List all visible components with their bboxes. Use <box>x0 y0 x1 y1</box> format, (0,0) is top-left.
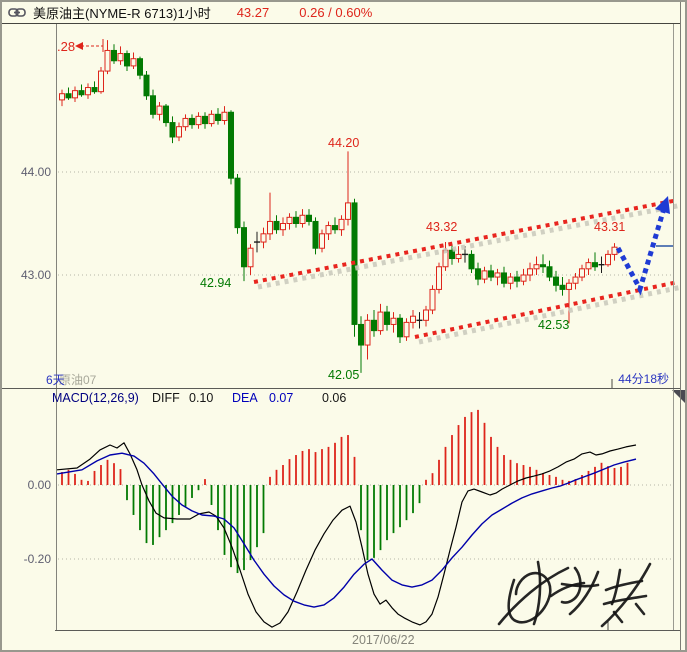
price-change: 0.26 / 0.60% <box>299 4 373 20</box>
panel-resize-handle[interactable] <box>672 390 685 403</box>
price-annotations: 44.20 43.32 43.31 42.94 42.05 42.53 <box>200 136 625 382</box>
candlestick-layer <box>59 40 618 373</box>
price-tick-44: 44.00 <box>20 165 51 179</box>
price-annotation: 44.20 <box>328 136 359 150</box>
bar-countdown-timer: 44分18秒 <box>618 372 669 386</box>
dea-label: DEA <box>232 391 258 405</box>
price-tick-43: 43.00 <box>20 268 51 282</box>
title-bar: 美原油主(NYME-R 6713)1小时 43.27 0.26 / 0.60% <box>2 2 679 22</box>
last-price: 43.27 <box>236 4 270 20</box>
price-annotation: 42.53 <box>538 318 569 332</box>
symbol-watermark: 原油07 <box>59 373 97 387</box>
period-watermark: 6天 <box>46 373 65 387</box>
date-label: 2017/06/22 <box>352 633 415 647</box>
signature <box>497 560 652 628</box>
price-annotation: 43.31 <box>594 220 625 234</box>
titlebar-divider <box>2 23 680 24</box>
macd-tick-zero: 0.00 <box>27 478 51 492</box>
gridlines <box>58 171 673 560</box>
time-axis-line <box>55 630 680 631</box>
macd-tick-neg20: -0.20 <box>23 552 51 566</box>
price-annotation: 43.32 <box>426 220 457 234</box>
price-axis-line <box>56 24 57 630</box>
diff-label: DIFF <box>152 391 180 405</box>
panel-divider[interactable] <box>2 388 680 389</box>
dea-value: 0.07 <box>269 391 294 405</box>
plot-right-border <box>673 24 674 630</box>
high-annotation: .28 <box>57 39 104 54</box>
link-icon[interactable] <box>8 7 26 18</box>
macd-histogram <box>61 409 629 574</box>
instrument-title: 美原油主(NYME-R 6713)1小时 <box>33 5 211 21</box>
macd-value: 0.06 <box>322 391 347 405</box>
indicator-name[interactable]: MACD(12,26,9) <box>52 391 139 405</box>
window-inner-border <box>680 2 681 650</box>
price-annotation: 42.94 <box>200 276 231 290</box>
forecast-arrow <box>615 196 670 296</box>
high-annotation-label: .28 <box>57 39 75 54</box>
diff-value: 0.10 <box>189 391 214 405</box>
macd-lines <box>56 442 637 628</box>
price-annotation: 42.05 <box>328 368 359 382</box>
